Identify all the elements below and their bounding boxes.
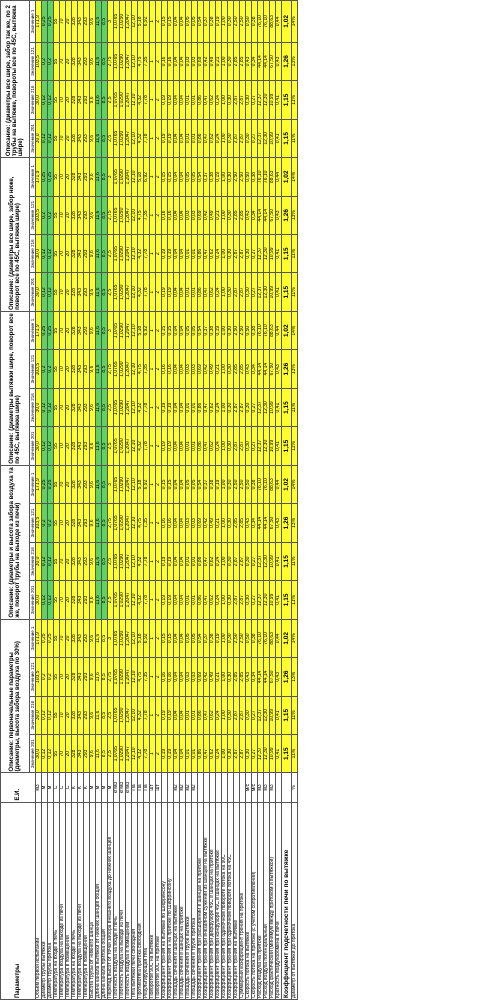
subheader-cell: Значение 121 xyxy=(30,42,36,80)
value-cell: 14% xyxy=(292,158,298,196)
value-cell: 1,02 xyxy=(282,1,292,43)
row-unit xyxy=(282,773,292,802)
value-cell: 13% xyxy=(292,350,298,388)
subheader-cell: Значение 201 xyxy=(30,734,36,772)
value-cell: 1,15 xyxy=(282,273,292,311)
value-cell: 11% xyxy=(292,119,298,157)
value-cell: 1,15 xyxy=(282,119,292,157)
subheader-cell: Значение 216 xyxy=(30,388,36,426)
value-cell: 11% xyxy=(292,581,298,619)
parameters-table: ПараметрыЕ.И.Описание: первоначальные па… xyxy=(0,0,298,1000)
value-cell: 13% xyxy=(292,196,298,234)
subheader-cell: Значение 201 xyxy=(30,119,36,157)
value-cell: 13% xyxy=(292,658,298,696)
value-cell: 1,15 xyxy=(282,388,292,426)
value-cell: 1,15 xyxy=(282,734,292,772)
value-cell: 1,26 xyxy=(282,196,292,234)
subheader-cell: Значение 216 xyxy=(30,235,36,273)
group-header-2: Описание: (диаметры и высота забора возд… xyxy=(1,465,30,619)
value-cell: 1,26 xyxy=(282,42,292,80)
value-cell: 14% xyxy=(292,1,298,43)
value-cell: 13% xyxy=(292,504,298,542)
value-cell: 1,26 xyxy=(282,504,292,542)
value-cell: 11% xyxy=(292,273,298,311)
value-cell: 14% xyxy=(292,465,298,504)
value-cell: 1,02 xyxy=(282,465,292,504)
value-cell: 11% xyxy=(292,696,298,734)
value-cell: 1,15 xyxy=(282,542,292,580)
subheader-cell: Значение 121 xyxy=(30,350,36,388)
unit-header: Е.И. xyxy=(1,773,36,802)
group-header-3: Описание: (диаметры вытяжки шире, поворо… xyxy=(1,311,30,465)
table-row: Коэффициент подсчетности печи по вытяжке… xyxy=(282,1,292,1000)
value-cell: 11% xyxy=(292,388,298,426)
value-cell: 1,15 xyxy=(282,81,292,119)
subheader-cell: Значение 201 xyxy=(30,427,36,465)
value-cell: 1,15 xyxy=(282,235,292,273)
value-cell: 1,15 xyxy=(282,696,292,734)
value-cell: 14% xyxy=(292,619,298,657)
value-cell: 11% xyxy=(292,542,298,580)
group-header-1: Описание: первоначальные параметры (диам… xyxy=(1,619,30,773)
value-cell: 1,02 xyxy=(282,158,292,196)
group-header-4: Описание: (диаметры все шире, забор ниже… xyxy=(1,158,30,312)
value-cell: 1,15 xyxy=(282,427,292,465)
value-cell: 1,02 xyxy=(282,311,292,349)
value-cell: 11% xyxy=(292,427,298,465)
value-cell: 1,02 xyxy=(282,619,292,657)
subheader-cell: Значение 121 xyxy=(30,196,36,234)
value-cell: 11% xyxy=(292,734,298,772)
row-unit: % xyxy=(292,773,298,802)
row-label: Коэффициент подсчетности печи по вытяжке xyxy=(282,802,292,999)
value-cell: 1,26 xyxy=(282,658,292,696)
value-cell: 1,15 xyxy=(282,581,292,619)
value-cell: 1,26 xyxy=(282,350,292,388)
params-header: Параметры xyxy=(1,802,36,999)
subheader-cell: Значение 216 xyxy=(30,542,36,580)
subheader-cell: Значение 201 xyxy=(30,581,36,619)
subheader-cell: Значение 121 xyxy=(30,504,36,542)
subheader-cell: Значение 216 xyxy=(30,696,36,734)
subheader-cell: Значение 216 xyxy=(30,81,36,119)
value-cell: 13% xyxy=(292,42,298,80)
row-label: Диаметр от вытяжки до притока xyxy=(292,802,298,999)
value-cell: 14% xyxy=(292,311,298,349)
value-cell: 11% xyxy=(292,81,298,119)
subheader-cell: Значение 201 xyxy=(30,273,36,311)
subheader-cell: Значение 121 xyxy=(30,658,36,696)
table-row: Диаметр от вытяжки до притока%11%11%13%1… xyxy=(292,1,298,1000)
header-row: ПараметрыЕ.И.Описание: первоначальные па… xyxy=(1,1,30,1000)
group-header-5: Описание: (диаметры все шире, забор так … xyxy=(1,1,30,158)
value-cell: 11% xyxy=(292,235,298,273)
